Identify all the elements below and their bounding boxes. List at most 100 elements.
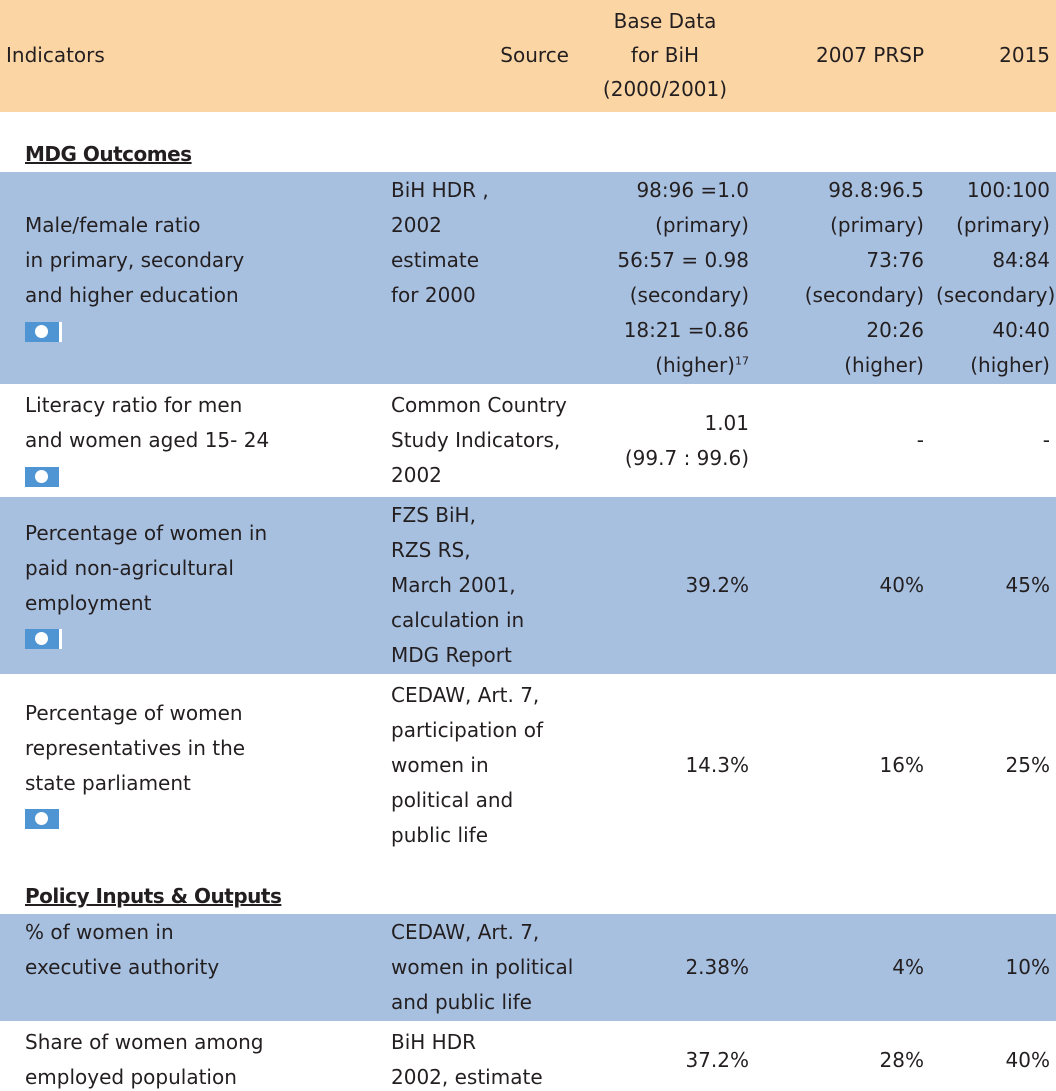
cell-line: calculation in	[391, 603, 569, 638]
data-row: Male/female ratio in primary, secondary an…	[0, 172, 1056, 384]
cell-text: representatives in the	[25, 735, 246, 760]
cell-text: CEDAW, Art. 7,	[391, 683, 540, 707]
data-row: Share of women among employed population B…	[0, 1024, 1056, 1091]
cell-line: and public life	[391, 985, 569, 1020]
un-icon	[25, 321, 62, 342]
cell-line: 25%	[936, 748, 1050, 783]
cell-line: CEDAW, Art. 7,	[391, 678, 569, 713]
section-row: MDG Outcomes	[0, 115, 1056, 169]
cell-line: 2007 PRSP	[761, 38, 924, 72]
cell-line: 40:40	[936, 313, 1050, 348]
cell-text	[25, 990, 31, 1014]
header-cell: 2007 PRSP	[755, 0, 930, 112]
cell-line: 4%	[761, 950, 924, 985]
cell-text: Indicators	[6, 43, 105, 67]
un-icon	[25, 466, 62, 487]
cell-text: women in	[391, 753, 489, 777]
cell-line: (2000/2001)	[581, 72, 749, 106]
cell-text: 56:57 = 0.98	[617, 248, 749, 272]
cell-text: 98.8:96.5	[828, 178, 924, 202]
cell-line: public life	[391, 818, 569, 853]
cell-text: for BiH	[630, 43, 700, 67]
cell-line: for 2000	[391, 278, 569, 313]
cell-line: CEDAW, Art. 7,	[391, 915, 569, 950]
cell-text: (secondary)	[804, 283, 924, 307]
cell-line: -	[761, 423, 924, 458]
cell-line: MDG Report	[391, 638, 569, 673]
cell-text: 84:84	[992, 248, 1050, 272]
header-cell: Source	[385, 0, 575, 112]
cell-line: 1.01	[581, 406, 749, 441]
cell-line: Source	[391, 38, 569, 72]
cell-text: FZS BiH,	[391, 503, 476, 527]
un-icon	[25, 629, 62, 649]
cell-line: FZS BiH,	[391, 498, 569, 533]
indicator-cell: Percentage of women representatives in th…	[0, 677, 385, 854]
cell-text: % of women in	[25, 920, 174, 944]
base-cell: 98:96 =1.0 (primary) 56:57 = 0.98 (secondar…	[575, 172, 755, 384]
target-cell: 45%	[930, 497, 1056, 674]
cell-text: (2000/2001)	[602, 77, 728, 101]
cell-text: Share of women among	[25, 1030, 264, 1054]
cell-line: 16%	[761, 748, 924, 783]
cell-line: -	[936, 423, 1050, 458]
section-text: MDG Outcomes	[25, 142, 192, 166]
cell-text: paid non-agricultural	[25, 555, 234, 580]
base-cell: 39.2%	[575, 497, 755, 674]
data-row: % of women in executive authority CEDAW, …	[0, 914, 1056, 1021]
cell-line: (primary)	[761, 208, 924, 243]
cell-text: (primary)	[956, 213, 1050, 237]
cell-line: 10%	[936, 950, 1050, 985]
cell-line: women in political	[391, 950, 573, 985]
cell-text: (99.7 : 99.6)	[624, 445, 749, 470]
cell-line: Base Data	[581, 4, 749, 38]
cell-text: RZS RS,	[391, 538, 471, 562]
source-cell: BiH HDR , 2002 estimate for 2000	[385, 172, 575, 384]
cell-line: Common Country	[391, 388, 569, 423]
cell-text: 2002, estimate	[391, 1065, 543, 1089]
source-cell: FZS BiH, RZS RS, March 2001, calculation in…	[385, 497, 575, 674]
header-row: Indicators Source Base Data for BiH (2000/20…	[0, 0, 1056, 112]
cell-text: political and	[391, 788, 514, 812]
cell-line: 84:84	[936, 243, 1050, 278]
cell-text: Percentage of women in	[25, 520, 268, 545]
cell-text: 4%	[892, 955, 924, 979]
cell-text: 20:26	[866, 318, 924, 342]
cell-text: in primary, secondary	[25, 248, 245, 272]
cell-text: 2002	[391, 463, 442, 487]
prsp-cell: 4%	[755, 914, 930, 1021]
cell-text: BiH HDR	[391, 1030, 477, 1054]
cell-text: 25%	[1005, 753, 1050, 777]
cell-line: 98.8:96.5	[761, 173, 924, 208]
cell-text: 40%	[1005, 1047, 1050, 1072]
cell-line: (secondary)	[936, 278, 1055, 313]
cell-line: 2015	[936, 38, 1050, 72]
data-row: Literacy ratio for men and women aged 15-…	[0, 387, 1056, 494]
cell-text: (secondary)	[629, 283, 749, 307]
cell-line: for BiH	[581, 38, 749, 72]
cell-text: (higher)	[970, 353, 1050, 377]
cell-line	[25, 313, 379, 348]
source-cell: Common Country Study Indicators, 2002	[385, 387, 575, 494]
cell-text: 2015	[999, 43, 1050, 67]
cell-line: estimate	[391, 243, 569, 278]
cell-text: public life	[391, 823, 488, 847]
cell-text: 98:96 =1.0	[636, 178, 749, 202]
cell-text: Percentage of women	[25, 700, 243, 725]
target-cell: 10%	[930, 914, 1056, 1021]
cell-text: for 2000	[391, 283, 476, 307]
cell-text: 40%	[879, 573, 924, 597]
cell-line: (99.7 : 99.6)	[581, 441, 749, 476]
cell-line: women in	[391, 748, 569, 783]
cell-line: Percentage of women in	[25, 516, 379, 551]
cell-line: 2002	[391, 458, 569, 493]
cell-line: employed population	[25, 1060, 379, 1091]
cell-text: -	[916, 428, 924, 452]
cell-line: 40%	[761, 568, 924, 603]
cell-text: 100:100	[966, 178, 1050, 202]
cell-line: state parliament	[25, 766, 379, 801]
source-cell: BiH HDR 2002, estimate	[385, 1024, 575, 1091]
cell-line: Share of women among	[25, 1025, 379, 1060]
cell-text: (primary)	[830, 213, 924, 237]
